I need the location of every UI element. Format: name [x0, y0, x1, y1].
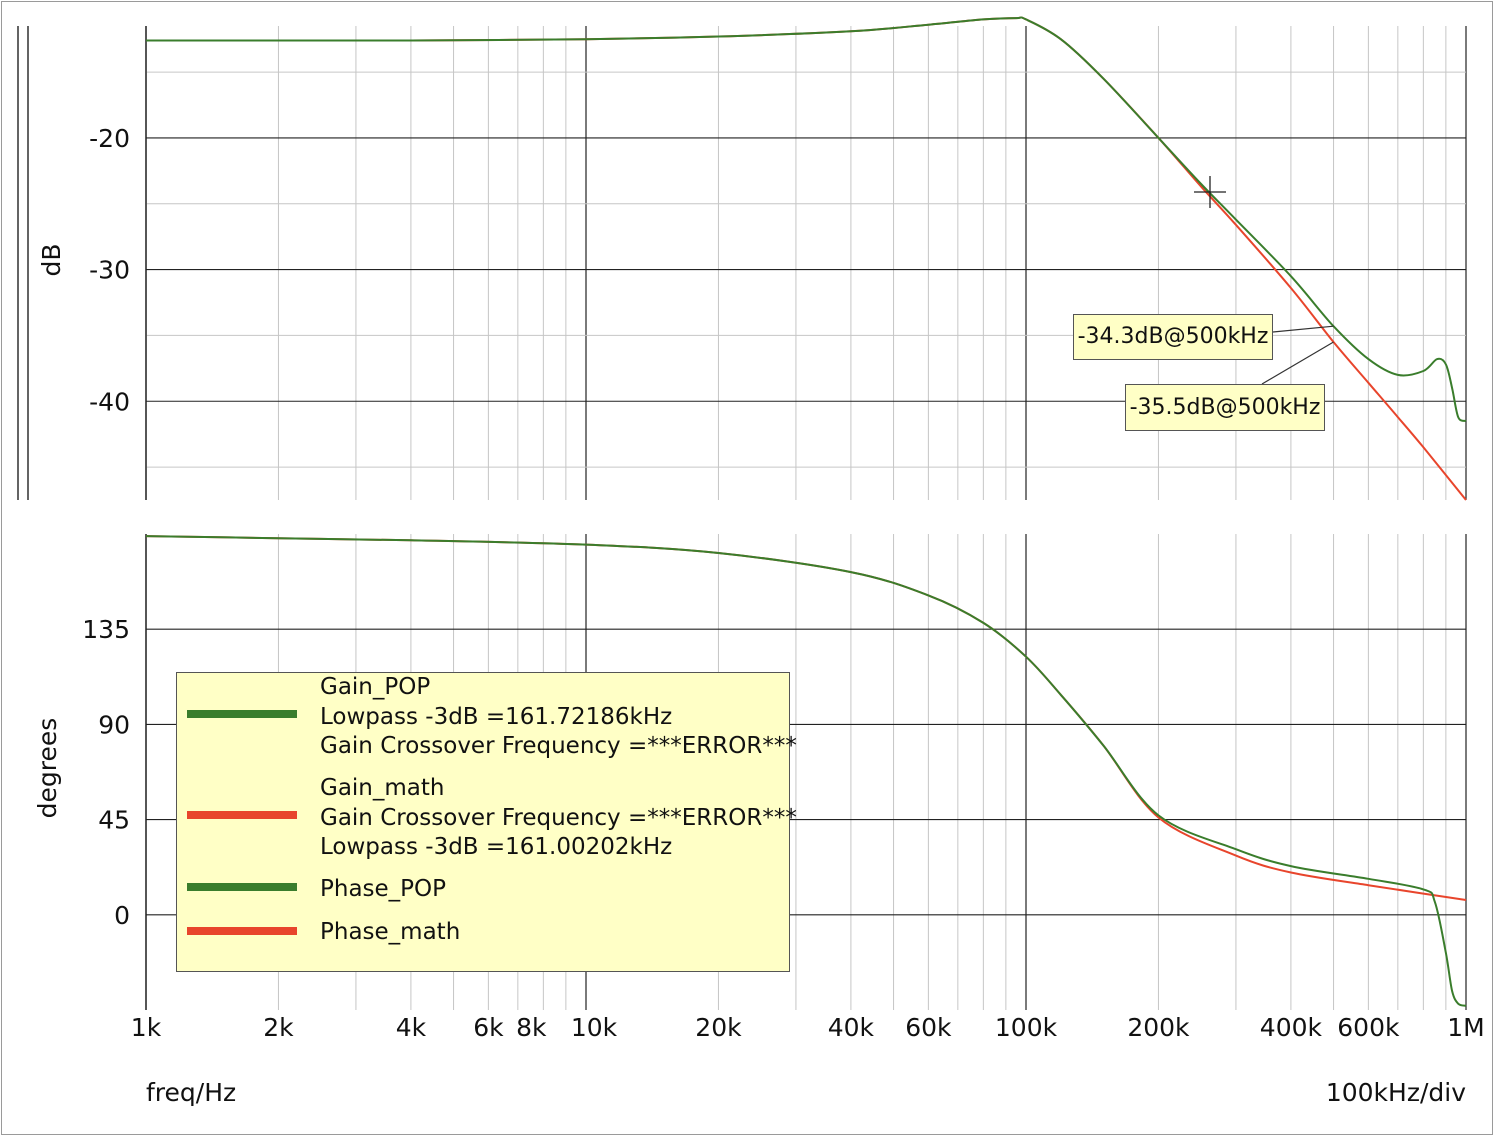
series-line-phase-pop [145, 535, 1467, 1007]
x-scale-note: 100kHz/div [1326, 1078, 1466, 1107]
callout-leader-gain-math [1261, 341, 1334, 385]
x-tick-label: 400k [1260, 1013, 1323, 1042]
legend-swatch-gain-math [187, 811, 297, 819]
callout-leader-gain-pop [1272, 325, 1334, 333]
x-tick-label: 100k [995, 1013, 1058, 1042]
x-tick-label: 4k [396, 1013, 427, 1042]
legend-swatch-phase-pop [187, 883, 297, 891]
legend-swatch-gain-pop [187, 710, 297, 718]
x-tick-label: 40k [828, 1013, 875, 1042]
legend-crossover-gain-math: Gain Crossover Frequency =***ERROR*** [320, 804, 797, 831]
x-tick-label: 2k [263, 1013, 294, 1042]
series-line-gain-pop [146, 16, 1467, 422]
annotation-markers [1194, 176, 1334, 385]
callout-gain-pop: -34.3dB@500kHz [1073, 314, 1273, 360]
y-tick-label: -30 [89, 256, 130, 285]
y-tick-label: -20 [89, 124, 130, 153]
legend-lowpass-gain-pop: Lowpass -3dB =161.72186kHz [320, 703, 673, 730]
legend-swatch-phase-math [187, 927, 297, 935]
x-tick-label: 6k [473, 1013, 504, 1042]
x-tick-label: 1k [131, 1013, 162, 1042]
x-tick-label: 60k [905, 1013, 952, 1042]
x-axis-label: freq/Hz [146, 1078, 236, 1107]
phase-axis-label: degrees [33, 718, 62, 819]
legend-crossover-gain-pop: Gain Crossover Frequency =***ERROR*** [320, 733, 797, 759]
legend: Gain_POP Lowpass -3dB =161.72186kHz Gain… [176, 672, 797, 972]
x-tick-label: 8k [516, 1013, 547, 1042]
x-tick-label: 20k [695, 1013, 742, 1042]
x-tick-label: 1M [1447, 1013, 1484, 1042]
legend-label-gain-math: Gain_math [320, 775, 445, 801]
x-tick-label: 200k [1127, 1013, 1190, 1042]
series-lines [145, 16, 1467, 1007]
y-tick-label: -40 [89, 387, 130, 416]
x-tick-label: 600k [1337, 1013, 1400, 1042]
tick-labels: -20 -30 -40 135 90 45 0 1k 2k 4k 6k 8k 10k 20k 40k 60k 1… [82, 124, 1484, 1042]
y-tick-label: 90 [98, 710, 130, 739]
legend-label-gain-pop: Gain_POP [320, 674, 431, 700]
x-tick-label: 10k [571, 1013, 618, 1042]
legend-label-phase-pop: Phase_POP [320, 876, 447, 902]
legend-lowpass-gain-math: Lowpass -3dB =161.00202kHz [320, 834, 673, 860]
callout-gain-math: -35.5dB@500kHz [1125, 384, 1325, 431]
y-tick-label: 45 [98, 806, 130, 835]
y-tick-label: 135 [82, 615, 130, 644]
legend-label-phase-math: Phase_math [320, 919, 461, 945]
axes [17, 26, 147, 1010]
gain-axis-label: dB [37, 243, 66, 276]
y-tick-label: 0 [114, 901, 130, 930]
